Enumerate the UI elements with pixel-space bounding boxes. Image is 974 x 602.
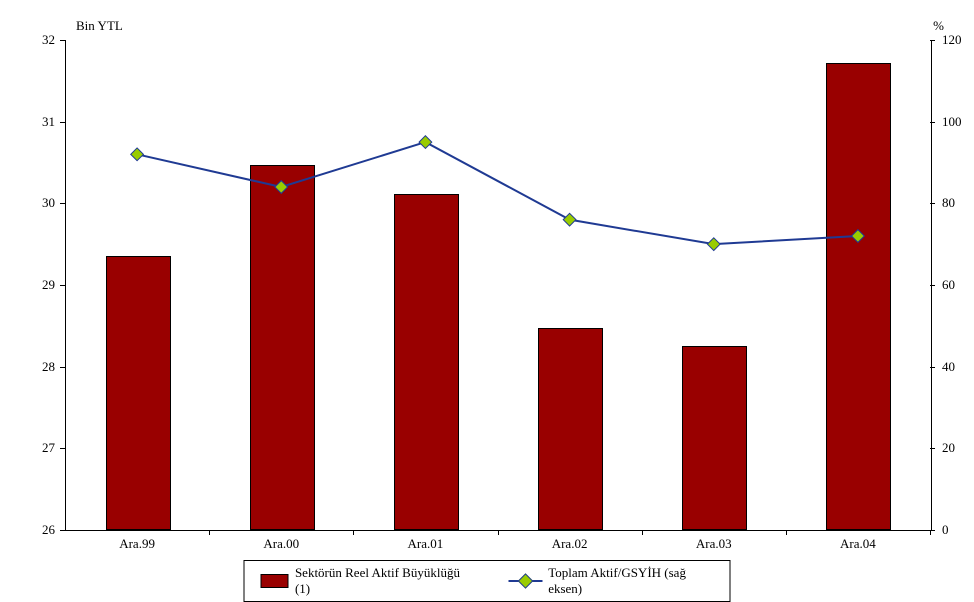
x-tick [786,530,787,535]
x-tick [642,530,643,535]
legend: Sektörün Reel Aktif Büyüklüğü (1) Toplam… [244,560,731,602]
y-left-tick-label: 29 [42,277,55,293]
x-tick [209,530,210,535]
x-tick-label: Ara.03 [684,536,744,552]
y-right-tick-label: 20 [942,440,955,456]
legend-item-bar: Sektörün Reel Aktif Büyüklüğü (1) [261,565,469,597]
y-left-tick [60,285,65,286]
legend-item-line: Toplam Aktif/GSYİH (sağ eksen) [508,565,713,597]
legend-label-line: Toplam Aktif/GSYİH (sağ eksen) [548,565,713,597]
y-left-tick [60,203,65,204]
x-tick-label: Ara.01 [395,536,455,552]
x-tick [930,530,931,535]
y-right-tick [930,285,935,286]
y-left-tick-label: 32 [42,32,55,48]
y-left-tick [60,530,65,531]
y-right-tick [930,448,935,449]
chart-container: Bin YTL % Sektörün Reel Aktif Büyüklüğü … [0,0,974,600]
y-right-tick [930,122,935,123]
y-right-tick-label: 60 [942,277,955,293]
bar [538,328,603,530]
y-left-tick [60,448,65,449]
y-left-tick [60,40,65,41]
y-left-tick-label: 26 [42,522,55,538]
y-left-tick [60,367,65,368]
y-left-tick-label: 27 [42,440,55,456]
y-right-tick-label: 80 [942,195,955,211]
y-right-tick-label: 0 [942,522,949,538]
y-left-tick-label: 30 [42,195,55,211]
x-tick [353,530,354,535]
bar [394,194,459,530]
x-tick-label: Ara.04 [828,536,888,552]
legend-swatch-line [508,575,542,587]
x-tick-label: Ara.00 [251,536,311,552]
bar [250,165,315,530]
legend-swatch-bar [261,574,289,588]
bar [826,63,891,530]
y-right-tick [930,203,935,204]
y-left-tick [60,122,65,123]
y-left-tick-label: 31 [42,114,55,130]
bar [106,256,171,530]
legend-label-bar: Sektörün Reel Aktif Büyüklüğü (1) [295,565,468,597]
y-right-tick-label: 40 [942,359,955,375]
y-right-tick [930,40,935,41]
y-left-tick-label: 28 [42,359,55,375]
x-tick-label: Ara.99 [107,536,167,552]
plot-area [65,40,932,531]
left-axis-title: Bin YTL [76,18,123,34]
y-right-tick-label: 100 [942,114,962,130]
y-right-tick [930,367,935,368]
x-tick-label: Ara.02 [540,536,600,552]
bar [682,346,747,530]
x-tick [498,530,499,535]
y-right-tick-label: 120 [942,32,962,48]
